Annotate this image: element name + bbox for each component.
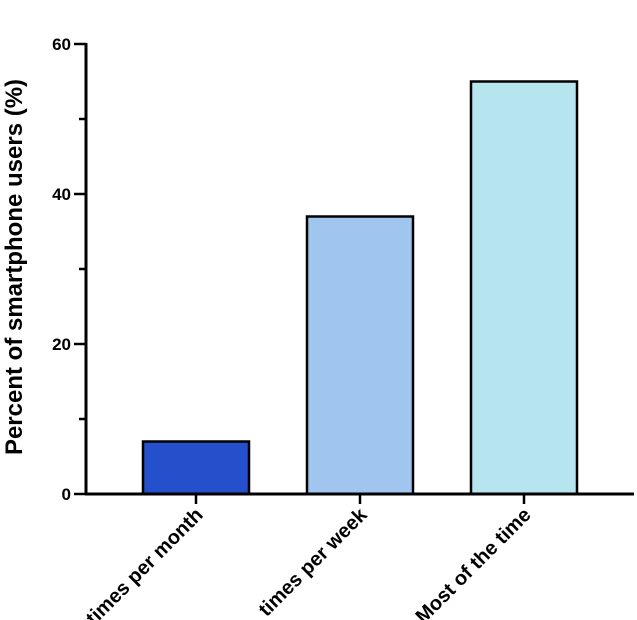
bar-2 xyxy=(469,80,579,496)
y-tick-label-20: 20 xyxy=(52,335,71,354)
x-tick-label-1: times per week xyxy=(255,503,373,620)
y-tick-label-40: 40 xyxy=(52,185,71,204)
x-tick-label-0: times per month xyxy=(82,504,208,620)
x-tick-label-2: Most of the time xyxy=(412,504,536,620)
plot-area: 0 20 40 60 times per month times per week Most… xyxy=(52,35,634,620)
bar-1 xyxy=(305,215,415,496)
y-tick-label-0: 0 xyxy=(62,485,71,504)
y-tick-label-60: 60 xyxy=(52,35,71,54)
y-axis-title: Percent of smartphone users (%) xyxy=(1,79,28,455)
bar-0 xyxy=(141,440,251,496)
